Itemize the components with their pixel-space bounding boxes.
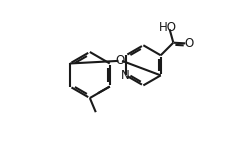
Text: O: O: [183, 37, 192, 50]
Text: HO: HO: [158, 21, 176, 34]
Text: O: O: [115, 54, 124, 67]
Text: N: N: [120, 69, 129, 82]
